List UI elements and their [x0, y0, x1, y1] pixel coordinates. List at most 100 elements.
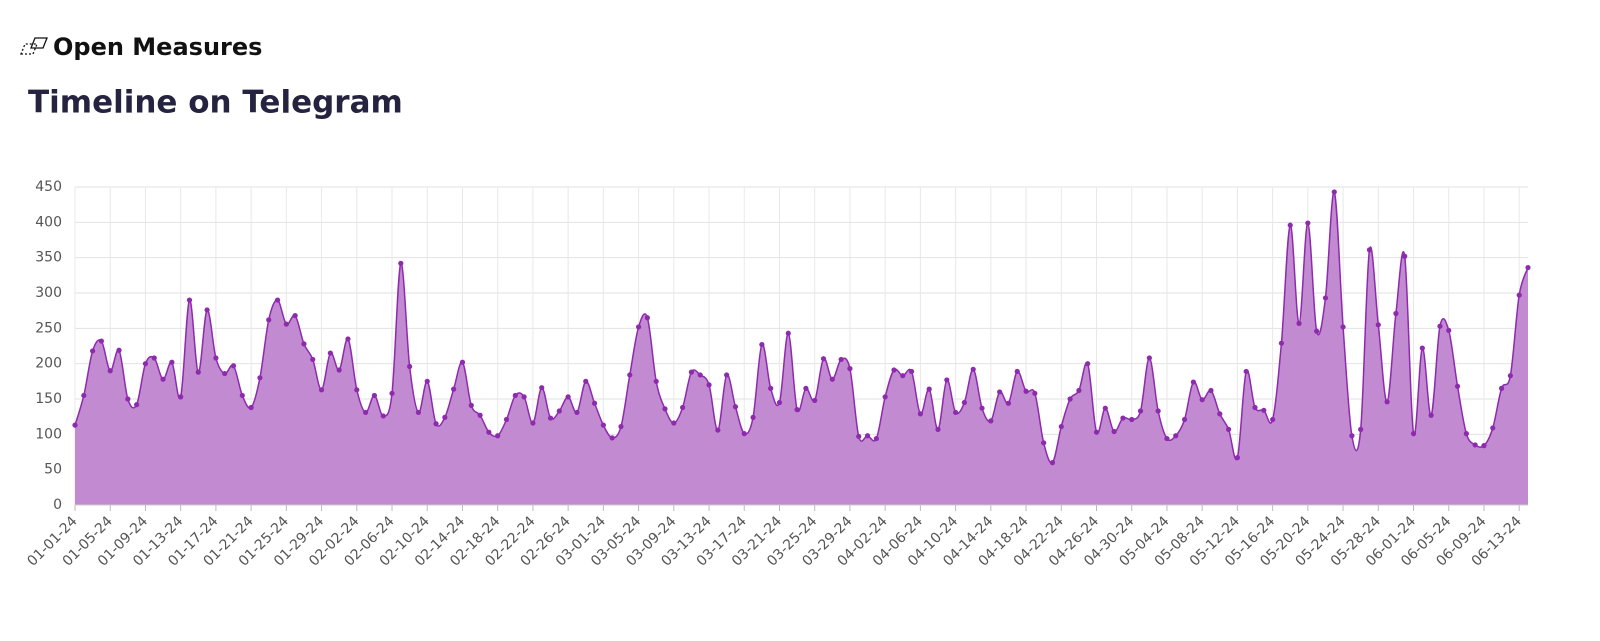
point — [829, 376, 835, 382]
point — [988, 418, 994, 424]
y-tick-label: 150 — [35, 391, 62, 407]
point — [776, 399, 783, 406]
line — [74, 191, 1529, 464]
point — [371, 392, 378, 399]
point — [900, 373, 906, 379]
point — [72, 422, 78, 428]
point — [1137, 408, 1144, 414]
point — [327, 350, 333, 356]
chart-title: Timeline on Telegram — [28, 85, 403, 121]
point — [1067, 396, 1073, 402]
point — [1120, 415, 1126, 421]
point — [1340, 324, 1346, 330]
point — [1454, 383, 1461, 389]
point — [1507, 373, 1513, 379]
point — [1287, 222, 1293, 228]
point — [1375, 322, 1381, 328]
point — [125, 396, 131, 402]
point — [142, 361, 149, 367]
point — [724, 372, 730, 378]
point — [583, 378, 589, 384]
point — [442, 414, 448, 420]
point — [864, 433, 871, 439]
point — [380, 413, 386, 419]
point — [547, 415, 554, 421]
point — [856, 433, 862, 440]
point — [979, 405, 985, 411]
point — [503, 416, 510, 423]
point — [1252, 404, 1258, 411]
point — [1208, 387, 1214, 394]
point — [1402, 253, 1408, 259]
point — [1102, 405, 1108, 411]
point — [1049, 460, 1056, 466]
point — [565, 394, 571, 400]
point — [195, 369, 201, 375]
point — [1093, 429, 1100, 435]
point — [1428, 412, 1434, 418]
point — [1516, 292, 1522, 298]
point — [1041, 440, 1047, 446]
point — [1322, 295, 1329, 301]
point — [363, 409, 369, 416]
point — [653, 378, 659, 384]
point — [433, 421, 439, 427]
point — [1481, 443, 1487, 449]
point — [257, 375, 263, 381]
y-tick-label: 100 — [35, 426, 62, 442]
y-tick-label: 0 — [53, 497, 62, 513]
logo-icon — [20, 37, 48, 55]
point — [1270, 416, 1276, 423]
point — [222, 370, 228, 377]
point — [917, 411, 923, 417]
y-tick-label: 50 — [44, 462, 62, 478]
point — [160, 376, 166, 382]
point — [873, 435, 879, 442]
point — [1498, 385, 1505, 391]
point — [415, 409, 422, 416]
point — [961, 399, 968, 406]
point — [310, 356, 316, 363]
point — [477, 412, 483, 418]
point — [556, 408, 562, 414]
point — [486, 429, 492, 435]
point — [697, 372, 703, 378]
point — [90, 348, 96, 354]
point — [213, 355, 219, 361]
point — [451, 386, 457, 392]
point — [935, 426, 941, 432]
point — [204, 307, 210, 313]
point — [803, 385, 809, 391]
point — [1058, 423, 1064, 430]
point — [1243, 368, 1249, 375]
point — [1217, 411, 1223, 417]
point — [1331, 189, 1337, 195]
y-tick-label: 350 — [35, 250, 62, 266]
y-tick-label: 300 — [35, 285, 62, 301]
point — [1437, 323, 1443, 329]
point — [627, 372, 633, 378]
point — [424, 378, 430, 384]
point — [239, 392, 245, 399]
point — [512, 392, 518, 399]
point — [1164, 435, 1170, 442]
point — [1261, 407, 1267, 413]
point — [1419, 345, 1425, 351]
point — [283, 321, 289, 327]
point — [230, 363, 237, 369]
point — [1490, 425, 1496, 431]
point — [1384, 399, 1390, 405]
point — [768, 385, 774, 391]
point — [1190, 379, 1196, 385]
point — [134, 402, 140, 408]
point — [671, 420, 677, 426]
point — [891, 367, 897, 373]
point — [618, 423, 624, 430]
point — [715, 427, 721, 433]
point — [600, 422, 606, 428]
y-tick-label: 250 — [35, 320, 62, 336]
point — [1146, 355, 1152, 361]
point — [1349, 433, 1355, 439]
point — [345, 336, 351, 342]
